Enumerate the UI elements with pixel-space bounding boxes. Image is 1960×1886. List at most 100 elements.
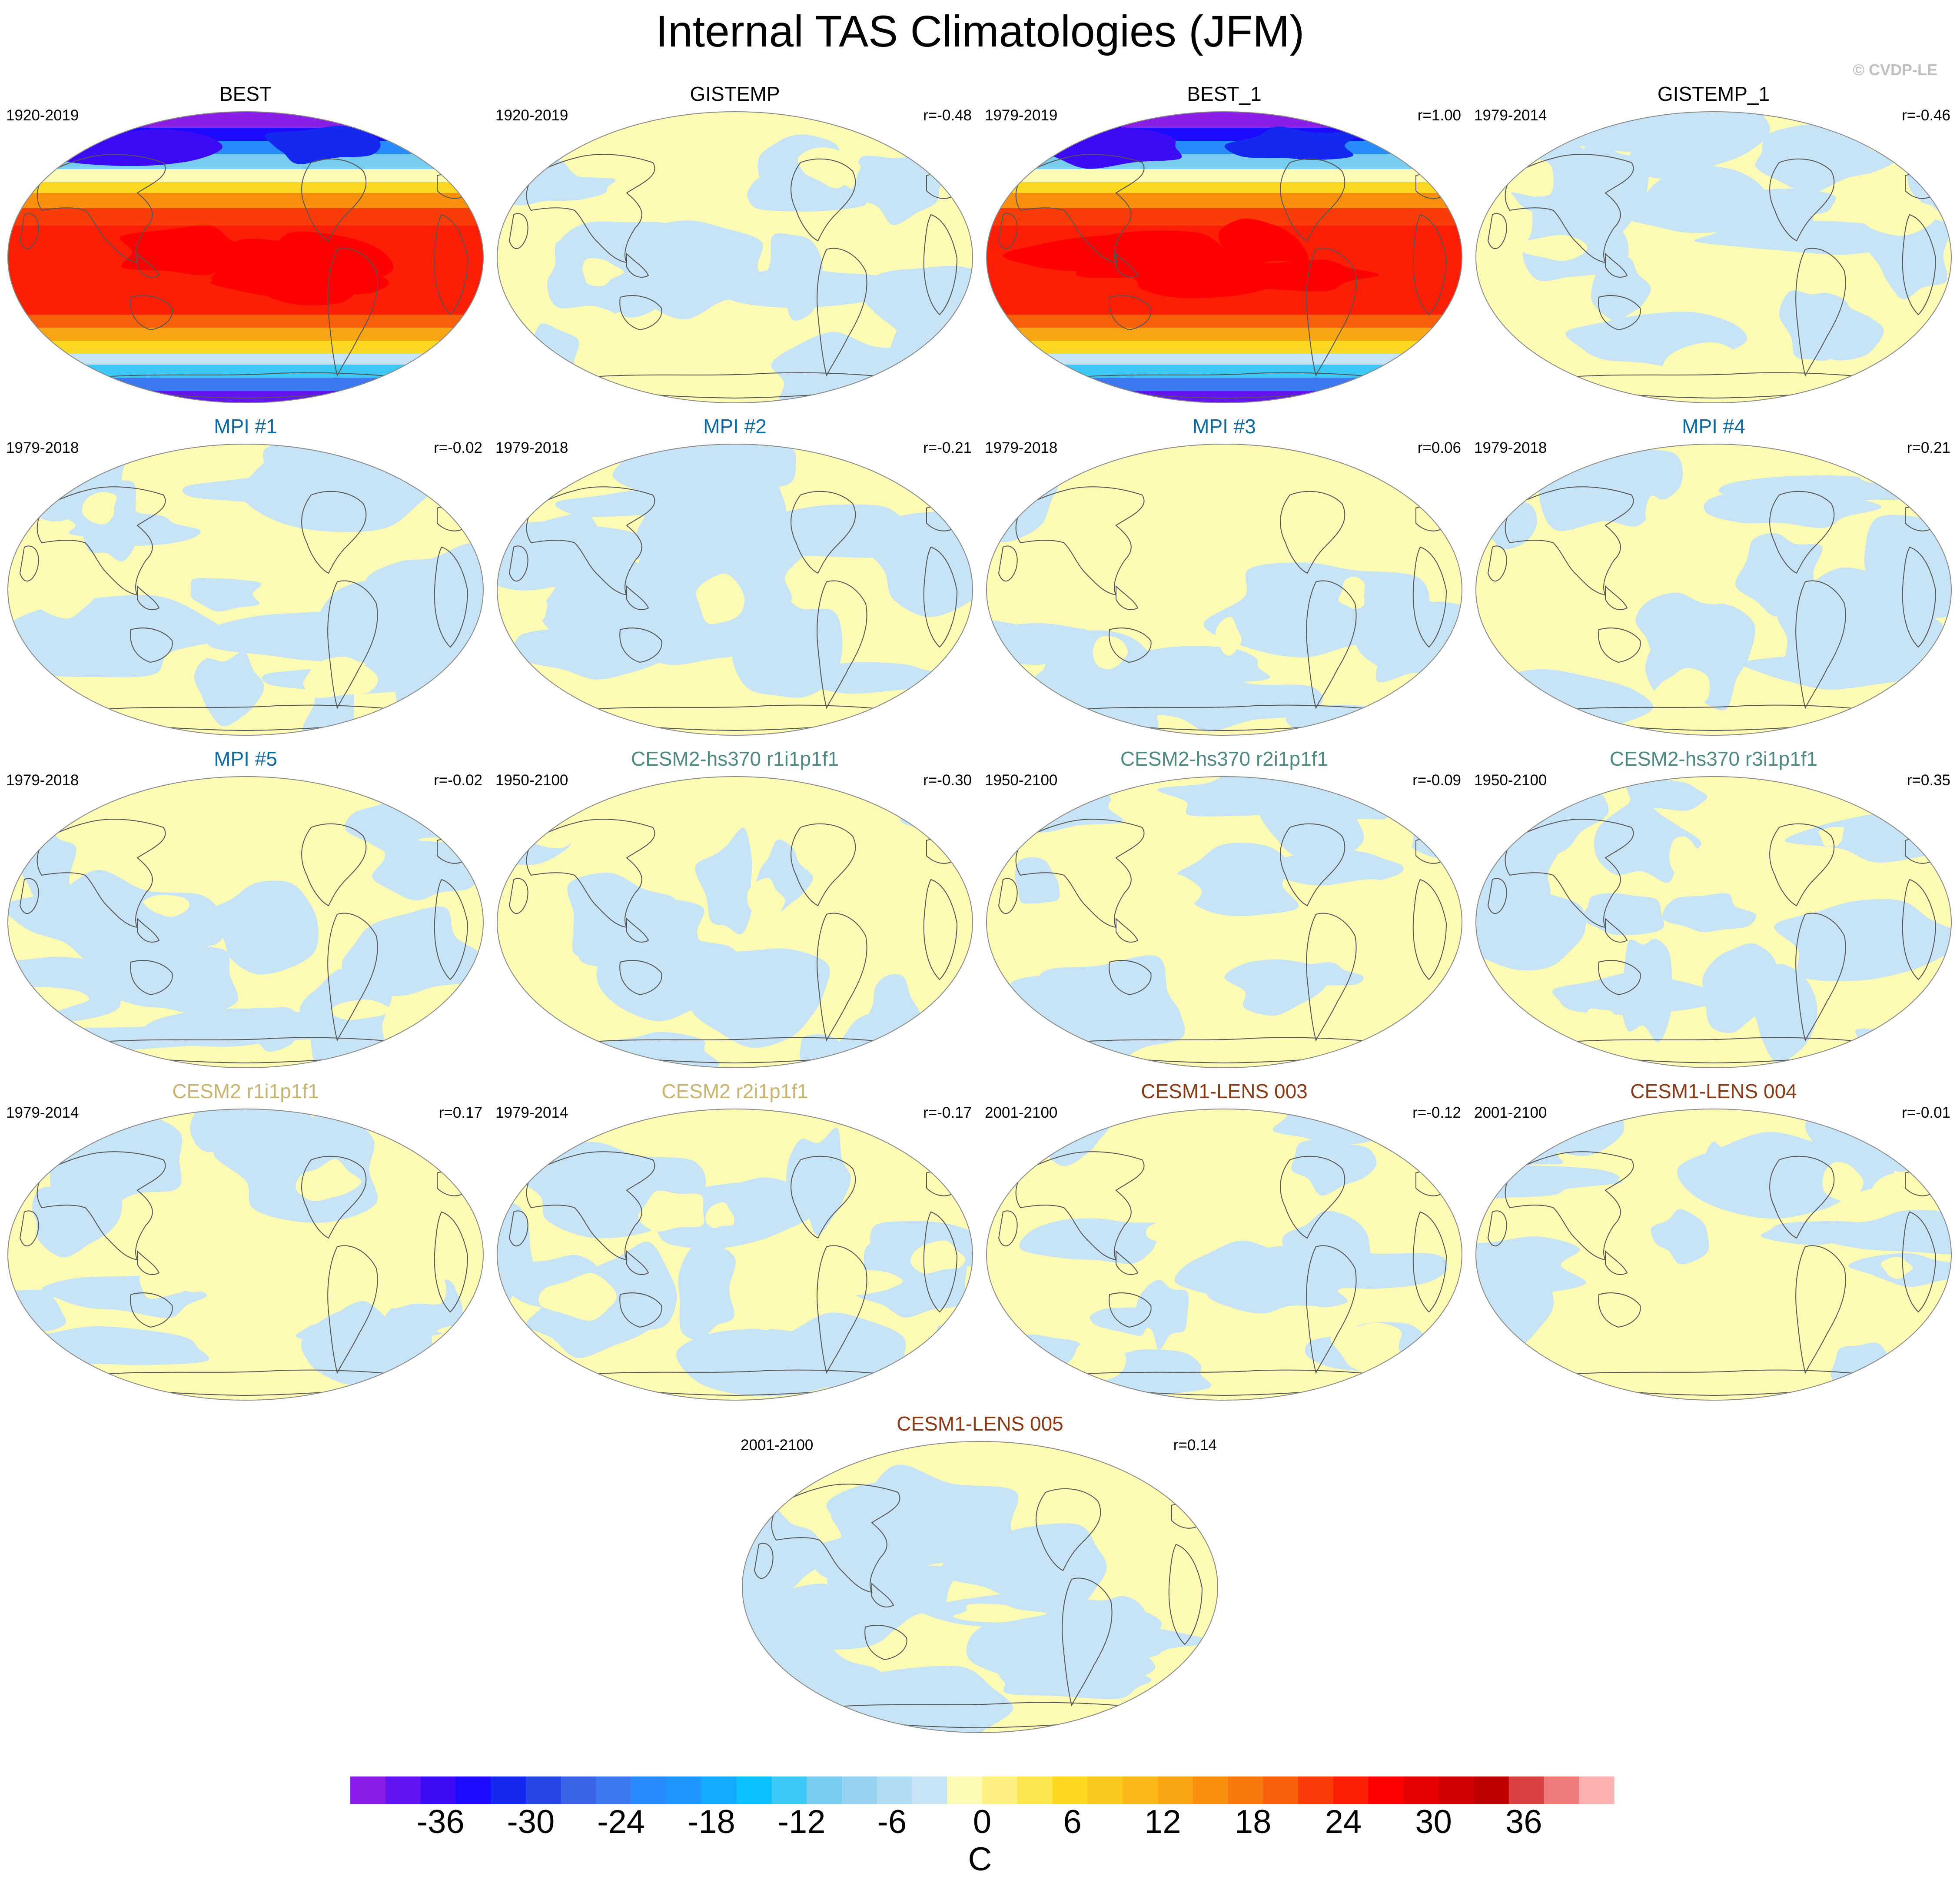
negative-anomaly-region [1203,562,1430,657]
negative-anomaly-region [1282,1210,1372,1292]
coastline [19,545,39,582]
positive-anomaly-region [745,1313,780,1330]
coastline [626,1250,649,1275]
colorbar-tick-label: 12 [1144,1803,1181,1840]
world-map [986,1109,1462,1401]
map-panel: CESM2 r1i1p1f1 1979-2014 r=0.17 [4,1080,487,1401]
panel-correlation: r=0.14 [1173,1437,1217,1454]
colorbar-tick-label: 24 [1325,1803,1362,1840]
positive-anomaly-region [840,1269,903,1295]
colorbar-swatch [666,1776,702,1804]
coastline [1598,295,1641,331]
negative-anomaly-region [678,1239,736,1341]
temperature-band [8,182,483,193]
positive-anomaly-region [1788,853,1842,879]
coastline [434,214,468,315]
panel-years: 1979-2014 [495,1104,568,1121]
positive-anomaly-region [34,572,95,619]
panel-years: 1920-2019 [495,107,568,124]
negative-anomaly-region [1551,136,1649,244]
coastline [1168,1544,1203,1645]
map-border [1475,111,1952,403]
negative-anomaly-region [597,1032,720,1068]
colorbar-tick-label: -36 [416,1803,465,1840]
map-panel: BEST 1920-2019 [4,83,487,403]
panel-correlation: r=-0.02 [434,439,482,456]
coastline [1015,1151,1145,1261]
colorbar-swatch [1368,1776,1404,1804]
coastline [626,252,649,278]
temperature-band [987,193,1462,209]
coastline [626,917,649,943]
colorbar-swatch [491,1776,526,1804]
positive-anomaly-region [372,1265,446,1308]
world-map [497,776,973,1068]
credit-label: © CVDP-LE [1853,61,1937,79]
negative-anomaly-region [32,1185,122,1258]
map-panel: CESM1-LENS 003 2001-2100 r=-0.12 [983,1080,1465,1401]
temperature-band [987,128,1462,141]
negative-anomaly-region [1286,704,1450,735]
coastline [923,546,958,648]
panel-years: 2001-2100 [741,1437,814,1454]
temperature-band [987,315,1462,328]
coastline [1116,917,1139,943]
coastline [1598,628,1641,663]
positive-anomaly-region [1215,617,1242,656]
coastline [526,819,655,928]
negative-anomaly-region [596,921,741,1021]
coastline [1280,823,1345,906]
colorbar-swatch [561,1776,597,1804]
colorbar-swatch [1263,1776,1299,1804]
map-border [497,776,973,1068]
coastline [619,960,662,996]
coastline [19,213,39,249]
positive-anomaly-region [746,1441,812,1491]
coastline [1769,491,1835,574]
colorbar-swatch [736,1776,772,1804]
coastline [1412,546,1447,648]
coastline [619,295,662,331]
temperature-band [987,328,1462,341]
map-panel: MPI #2 1979-2018 r=-0.21 [494,415,976,736]
colorbar-swatch [1403,1776,1439,1804]
panel-title: GISTEMP_1 [1657,83,1770,105]
panel-years: 1979-2014 [6,1104,79,1121]
panel-title: MPI #1 [214,415,277,438]
coastline [1505,1151,1634,1261]
colorbar-swatch [1228,1776,1263,1804]
world-map [7,111,484,403]
panel-title: CESM2 r1i1p1f1 [172,1080,319,1102]
coastline [327,1245,378,1374]
temperature-band [987,341,1462,354]
temperature-band [987,169,1462,183]
negative-anomaly-region [1817,1210,1951,1255]
coastline [1109,960,1152,996]
positive-anomaly-region [1863,200,1936,236]
world-map [7,444,484,736]
coastline [1306,248,1357,377]
coastline [1769,158,1835,242]
coastline [19,878,39,914]
negative-anomaly-region [205,611,411,662]
positive-anomaly-region [1334,504,1412,535]
temperature-band [8,328,483,341]
negative-anomaly-region [540,558,668,657]
map-panel: MPI #5 1979-2018 r=-0.02 [4,747,487,1068]
coastline [1116,252,1139,278]
coastline [1015,154,1145,263]
positive-anomaly-region [1210,465,1303,483]
negative-anomaly-region [509,323,579,395]
coastline [1412,879,1447,980]
coastline [327,580,378,709]
negative-anomaly-region [1242,848,1404,886]
temperature-band [8,354,483,365]
coastline [526,154,655,263]
temperature-band [8,315,483,328]
positive-anomaly-region [747,878,785,916]
temperature-band [8,112,483,128]
coastline [301,823,367,906]
positive-anomaly-region [1669,836,1699,874]
temperature-band [8,128,483,141]
positive-anomaly-region [696,574,745,624]
